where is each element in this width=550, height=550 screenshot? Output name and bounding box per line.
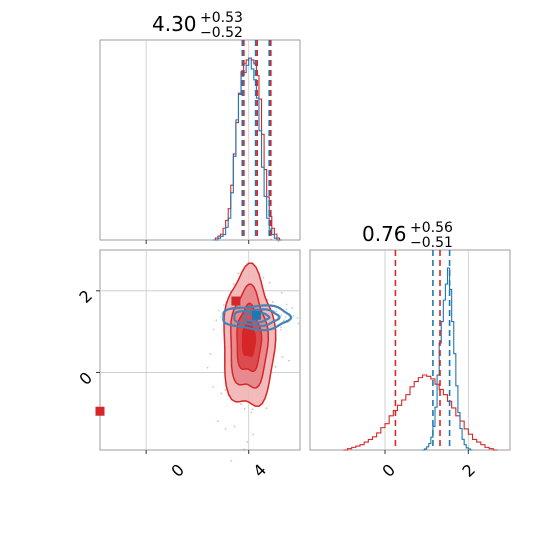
ytick-label-bl-0: 0 bbox=[75, 368, 96, 389]
scatter-point-blue bbox=[280, 314, 283, 317]
scatter-point-red bbox=[230, 459, 233, 462]
scatter-point-blue bbox=[275, 310, 278, 313]
scatter-point-red bbox=[280, 291, 283, 294]
scatter-point-red bbox=[237, 272, 240, 275]
scatter-point-blue bbox=[284, 316, 287, 318]
scatter-point-red bbox=[224, 389, 227, 391]
scatter-point-red bbox=[233, 425, 236, 428]
panel-bottom-right: 0.76 +0.56 −0.51 bbox=[309, 220, 511, 454]
scatter-point-red bbox=[265, 407, 268, 410]
truth-marker-red-2 bbox=[95, 406, 105, 416]
xtick-label-br-2: 2 bbox=[458, 460, 479, 481]
scatter-point-blue bbox=[218, 309, 220, 312]
hist-step-br-blue bbox=[422, 267, 473, 451]
scatter-point-red bbox=[212, 385, 215, 388]
scatter-point-red bbox=[252, 433, 255, 436]
scatter-point-blue bbox=[291, 307, 294, 310]
ytick-label-bl-2: 2 bbox=[75, 286, 96, 307]
scatter-point-red bbox=[270, 238, 273, 241]
scatter-point-red bbox=[268, 281, 271, 284]
scatter-point-red bbox=[288, 359, 290, 362]
scatter-point-red bbox=[220, 392, 223, 395]
scatter-point-red bbox=[262, 276, 265, 279]
scatter-point-red bbox=[233, 283, 235, 285]
scatter-point-red bbox=[271, 301, 274, 303]
title-top-left-value: 4.30 bbox=[152, 12, 197, 36]
scatter-point-blue bbox=[280, 328, 282, 331]
scatter-point-blue bbox=[297, 322, 300, 325]
scatter-point-blue bbox=[212, 328, 215, 331]
scatter-point-red bbox=[251, 408, 254, 411]
title-bottom-right-value: 0.76 bbox=[362, 222, 407, 246]
scatter-point-blue bbox=[280, 326, 282, 329]
scatter-point-red bbox=[216, 420, 219, 423]
scatter-point-blue bbox=[282, 319, 285, 321]
scatter-point-blue bbox=[222, 303, 225, 306]
scatter-point-blue bbox=[219, 316, 222, 318]
scatter-point-red bbox=[206, 366, 209, 369]
panel-bottom-right-frame bbox=[309, 249, 511, 451]
contour-blue-level-2 bbox=[242, 311, 271, 324]
scatter-point-red bbox=[209, 353, 212, 355]
truth-marker-blue-1 bbox=[251, 310, 261, 320]
scatter-point-red bbox=[243, 448, 246, 451]
scatter-point-red bbox=[240, 403, 243, 405]
scatter-point-red bbox=[274, 365, 277, 368]
scatter-point-blue bbox=[285, 303, 288, 306]
scatter-point-red bbox=[243, 408, 246, 410]
xtick-label-bl-0: 0 bbox=[167, 460, 188, 481]
title-bottom-right-plus: +0.56 bbox=[410, 220, 453, 236]
scatter-point-red bbox=[266, 299, 269, 302]
scatter-point-blue bbox=[296, 317, 299, 319]
xtick-label-bl-4: 4 bbox=[249, 460, 270, 481]
xtick-label-br-0: 0 bbox=[378, 460, 399, 481]
scatter-point-red bbox=[250, 411, 253, 414]
title-top-left-minus: −0.52 bbox=[200, 25, 243, 41]
scatter-point-red bbox=[215, 319, 218, 322]
scatter-point-red bbox=[277, 240, 280, 243]
scatter-point-red bbox=[246, 440, 249, 443]
truth-marker-red-0 bbox=[231, 296, 241, 306]
scatter-point-blue bbox=[285, 308, 288, 311]
title-bottom-right-minus: −0.51 bbox=[410, 235, 453, 251]
panel-top-left: 4.30 +0.53 −0.52 bbox=[99, 10, 301, 244]
scatter-point-blue bbox=[292, 315, 295, 317]
title-top-left-plus: +0.53 bbox=[200, 10, 243, 26]
panel-bottom-left bbox=[95, 238, 301, 462]
contour-blue-level-0 bbox=[222, 304, 293, 332]
hist-step-br-red bbox=[343, 374, 498, 451]
contour-blue-level-1 bbox=[233, 308, 281, 328]
scatter-point-red bbox=[224, 428, 227, 430]
scatter-point-red bbox=[281, 356, 284, 358]
